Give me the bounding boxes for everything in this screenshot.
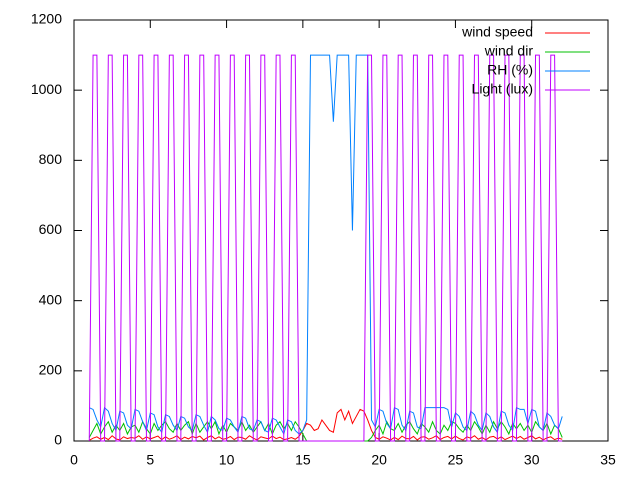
y-tick-label: 600 <box>39 221 63 237</box>
x-tick-label: 25 <box>448 452 464 468</box>
y-tick-label: 1200 <box>31 11 62 27</box>
y-tick-label: 1000 <box>31 81 62 97</box>
y-tick-label: 200 <box>39 362 63 378</box>
legend-label: wind dir <box>484 43 534 59</box>
x-tick-label: 35 <box>600 452 616 468</box>
y-tick-label: 0 <box>54 432 62 448</box>
y-tick-label: 800 <box>39 151 63 167</box>
x-tick-label: 20 <box>371 452 387 468</box>
legend-label: RH (%) <box>487 62 533 78</box>
x-tick-label: 15 <box>295 452 311 468</box>
series-line <box>89 54 563 436</box>
legend-label: wind speed <box>461 24 533 40</box>
series-line <box>88 54 563 442</box>
x-tick-label: 5 <box>146 452 154 468</box>
legend-label: Light (lux) <box>472 81 533 97</box>
x-tick-label: 0 <box>70 452 78 468</box>
y-tick-label: 400 <box>39 291 63 307</box>
x-tick-label: 10 <box>219 452 235 468</box>
x-tick-label: 30 <box>524 452 540 468</box>
series-line <box>89 408 563 441</box>
